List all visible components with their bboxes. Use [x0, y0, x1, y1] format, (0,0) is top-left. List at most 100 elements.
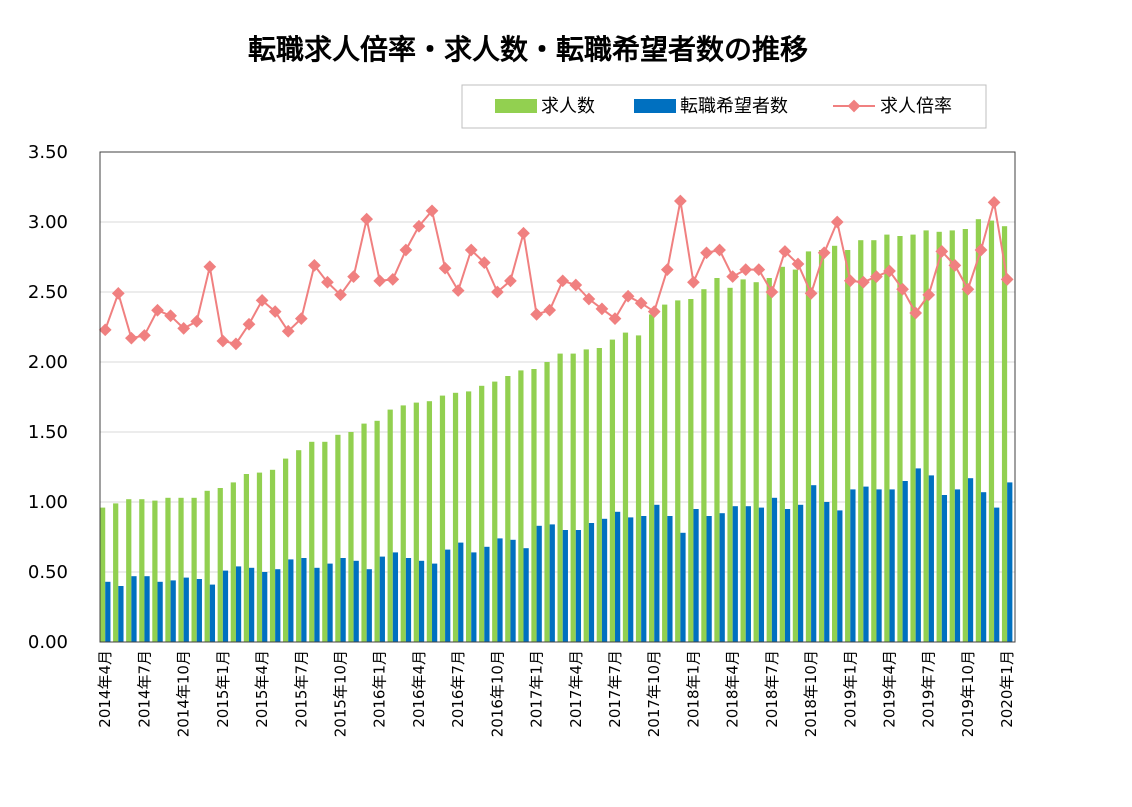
bar-job-openings — [322, 441, 328, 642]
bar-job-openings — [113, 503, 119, 642]
bar-job-seekers — [497, 538, 503, 642]
bar-job-openings — [897, 236, 903, 642]
legend-label-ratio: 求人倍率 — [880, 96, 952, 117]
bar-job-openings — [818, 250, 825, 642]
bar-job-seekers — [719, 513, 725, 642]
bar-job-seekers — [458, 542, 464, 642]
y-axis-tick-labels: 0.00 0.50 1.00 1.50 2.00 2.50 3.00 3.50 — [28, 142, 68, 653]
x-tick-label: 2016年4月 — [410, 650, 428, 728]
ratio-point — [726, 270, 740, 283]
bar-job-seekers — [915, 468, 921, 642]
bar-job-openings — [805, 251, 812, 642]
bar-job-openings — [1001, 226, 1008, 642]
bar-job-openings — [910, 234, 916, 642]
bar-job-openings — [479, 385, 485, 642]
ratio-point — [438, 261, 452, 275]
ratio-point — [608, 312, 622, 325]
bar-job-openings — [701, 289, 707, 642]
x-tick-label: 2016年7月 — [449, 650, 467, 728]
bar-job-seekers — [588, 523, 595, 642]
bar-job-seekers — [680, 532, 686, 642]
bar-job-seekers — [902, 481, 908, 642]
ratio-point — [752, 263, 766, 276]
bar-job-openings — [139, 499, 145, 642]
ratio-point — [138, 329, 151, 342]
bar-job-seekers — [170, 580, 176, 642]
bar-job-openings — [988, 220, 995, 642]
x-tick-label: 2020年1月 — [998, 650, 1016, 728]
bar-job-seekers — [798, 504, 804, 642]
bar-job-seekers — [288, 559, 294, 642]
ratio-point — [830, 215, 844, 229]
bar-job-seekers — [758, 507, 765, 642]
x-tick-label: 2014年7月 — [135, 650, 153, 728]
series-job-seekers — [105, 468, 1013, 642]
ratio-point — [491, 285, 504, 299]
bar-job-seekers — [954, 489, 961, 642]
bar-job-seekers — [183, 577, 189, 642]
ratio-point — [517, 226, 530, 240]
bar-job-openings — [309, 441, 315, 642]
ratio-point — [674, 194, 687, 208]
ratio-point — [556, 274, 570, 288]
bar-job-seekers — [1007, 482, 1013, 642]
ratio-point — [412, 219, 426, 233]
ratio-point — [203, 260, 217, 274]
ratio-point — [347, 270, 360, 283]
ratio-point — [425, 204, 439, 218]
ratio-point — [765, 285, 779, 299]
bar-job-seekers — [222, 570, 229, 642]
ratio-point — [700, 246, 713, 260]
ratio-point — [294, 312, 308, 325]
bar-job-openings — [740, 279, 746, 642]
bar-job-seekers — [405, 558, 412, 642]
x-tick-label: 2018年1月 — [684, 650, 702, 728]
bar-job-seekers — [484, 546, 490, 642]
ratio-point — [687, 275, 700, 289]
x-tick-label: 2017年1月 — [528, 650, 546, 728]
bar-job-openings — [243, 474, 250, 642]
bar-job-seekers — [876, 489, 882, 642]
y-tick-label: 0.00 — [28, 632, 68, 653]
ratio-point — [464, 243, 478, 257]
bar-job-openings — [217, 488, 223, 642]
ratio-point — [660, 263, 674, 276]
bar-job-openings — [622, 332, 629, 642]
x-tick-label: 2017年10月 — [645, 650, 663, 737]
x-tick-label: 2016年1月 — [371, 650, 389, 728]
bar-job-openings — [518, 370, 524, 642]
bar-job-seekers — [445, 549, 451, 642]
bar-job-seekers — [811, 485, 817, 642]
bar-job-openings — [256, 472, 263, 642]
x-tick-label: 2014年10月 — [175, 650, 193, 737]
ratio-point — [281, 324, 295, 338]
ratio-point — [216, 334, 230, 348]
bar-job-openings — [492, 381, 498, 642]
bar-job-seekers — [967, 478, 974, 642]
ratio-point — [177, 322, 191, 335]
bar-job-seekers — [418, 560, 425, 642]
y-tick-label: 2.50 — [28, 282, 68, 303]
bar-job-openings — [439, 395, 446, 642]
bar-job-seekers — [928, 475, 934, 642]
bar-job-openings — [374, 420, 380, 642]
bar-job-openings — [949, 230, 955, 642]
bar-job-openings — [296, 450, 302, 642]
x-axis-tick-labels: 2014年4月 2014年7月 2014年10月 2015年1月 2015年4月 2015… — [96, 650, 1016, 737]
ratio-point — [713, 243, 726, 257]
bar-job-seekers — [353, 560, 359, 642]
bar-job-openings — [387, 409, 393, 642]
y-tick-label: 2.00 — [28, 352, 68, 373]
bar-job-seekers — [784, 509, 791, 642]
bar-job-seekers — [667, 516, 673, 642]
bar-job-openings — [871, 240, 877, 642]
bar-job-seekers — [262, 572, 268, 642]
y-tick-label: 3.00 — [28, 212, 68, 233]
bar-job-openings — [662, 304, 668, 642]
ratio-point — [804, 287, 818, 300]
bar-job-openings — [100, 507, 106, 642]
ratio-point — [870, 270, 883, 283]
bar-job-seekers — [562, 530, 568, 642]
bar-job-seekers — [745, 506, 751, 642]
bar-job-openings — [714, 278, 720, 642]
